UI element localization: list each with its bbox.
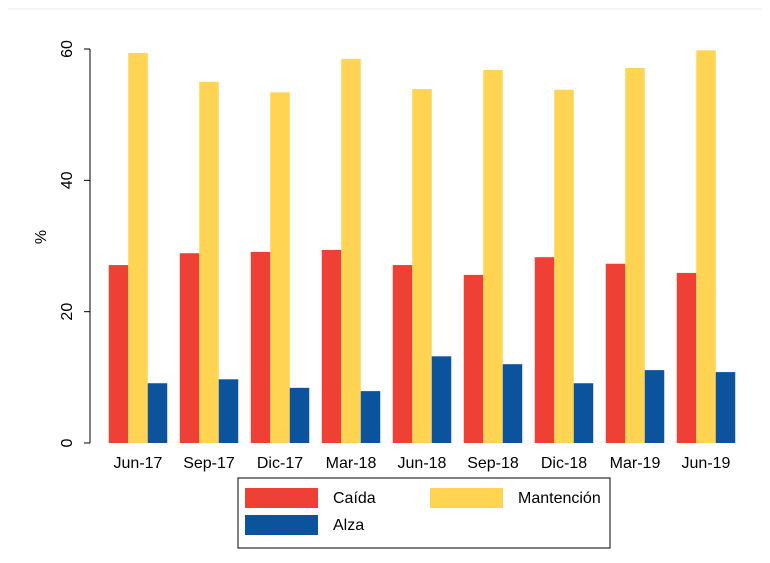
bar: [502, 364, 523, 443]
legend-box: [237, 477, 611, 549]
legend-swatch: [245, 515, 318, 535]
x-tick-label: Dic-18: [541, 455, 587, 472]
bar: [360, 391, 381, 443]
legend-label: Alza: [333, 517, 364, 534]
bar: [108, 265, 129, 443]
bar: [250, 251, 271, 443]
bar: [147, 383, 168, 443]
legend-label: Mantención: [518, 490, 601, 507]
bar: [431, 356, 452, 443]
y-tick-label: 60: [59, 40, 76, 58]
bar: [676, 272, 697, 443]
bar: [644, 370, 665, 443]
y-tick-label: 40: [59, 171, 76, 189]
x-tick-label: Sep-18: [467, 455, 519, 472]
legend-label: Caída: [333, 490, 376, 507]
bar: [412, 89, 432, 443]
bar: [534, 257, 555, 443]
bar: [321, 249, 342, 443]
bar: [554, 89, 574, 444]
legend-swatch: [430, 488, 503, 508]
bar: [715, 372, 736, 443]
x-tick-label: Sep-17: [183, 455, 235, 472]
bar: [463, 274, 484, 443]
bar: [573, 383, 594, 443]
bar: [696, 50, 716, 444]
bar: [179, 253, 200, 443]
bar: [289, 387, 310, 443]
x-tick-label: Mar-18: [326, 455, 377, 472]
x-tick-label: Jun-19: [682, 455, 731, 472]
x-tick-label: Mar-19: [610, 455, 661, 472]
x-tick-label: Jun-18: [398, 455, 447, 472]
bar: [392, 265, 413, 443]
bar: [128, 52, 148, 443]
bar: [341, 58, 361, 443]
bar: [199, 81, 219, 443]
legend-swatch: [245, 488, 318, 508]
x-tick-label: Dic-17: [257, 455, 303, 472]
y-axis-label: %: [33, 230, 50, 244]
bar: [483, 70, 503, 443]
x-tick-label: Jun-17: [114, 455, 163, 472]
y-tick-label: 0: [59, 438, 76, 447]
y-tick-label: 20: [59, 303, 76, 321]
bar: [625, 68, 645, 443]
bar: [270, 92, 290, 443]
bar: [605, 263, 626, 443]
bar: [218, 379, 239, 443]
